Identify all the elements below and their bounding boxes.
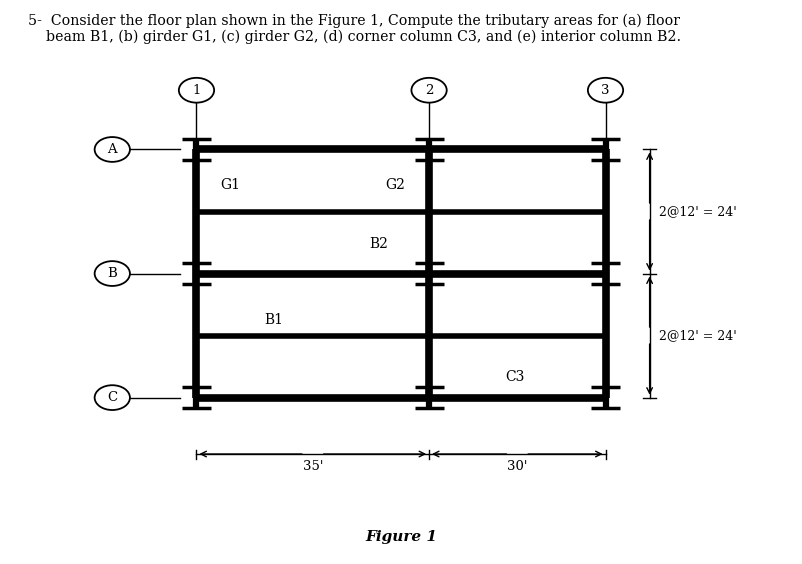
Circle shape (95, 137, 130, 162)
Text: C: C (107, 391, 117, 404)
Text: B2: B2 (369, 237, 388, 251)
Text: 2: 2 (425, 83, 433, 97)
Text: A: A (107, 143, 117, 156)
Text: C3: C3 (505, 369, 525, 384)
Text: 35': 35' (302, 460, 323, 473)
Text: G2: G2 (385, 178, 405, 192)
Text: 30': 30' (507, 460, 528, 473)
Text: B: B (107, 267, 117, 280)
Circle shape (95, 261, 130, 286)
Text: B1: B1 (265, 313, 284, 327)
Circle shape (411, 78, 447, 103)
Circle shape (588, 78, 623, 103)
Text: 3: 3 (602, 83, 610, 97)
Circle shape (179, 78, 214, 103)
Text: 2@12' = 24': 2@12' = 24' (659, 329, 737, 342)
Text: 2@12' = 24': 2@12' = 24' (659, 205, 737, 218)
Text: beam B1, (b) girder G1, (c) girder G2, (d) corner column C3, and (e) interior co: beam B1, (b) girder G1, (c) girder G2, (… (28, 29, 681, 44)
Text: G1: G1 (221, 178, 241, 192)
Text: Figure 1: Figure 1 (365, 530, 437, 544)
Circle shape (95, 385, 130, 410)
Text: 5-  Consider the floor plan shown in the Figure 1, Compute the tributary areas f: 5- Consider the floor plan shown in the … (28, 14, 680, 29)
Text: 1: 1 (192, 83, 200, 97)
